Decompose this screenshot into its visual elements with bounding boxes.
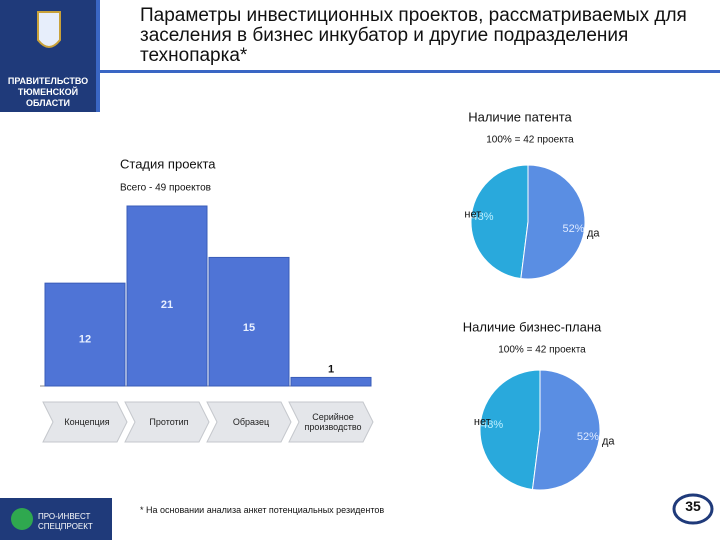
value-label: 15	[243, 322, 255, 334]
divider	[96, 0, 100, 112]
bar	[126, 205, 208, 387]
chart-title: Наличие патента	[468, 109, 572, 124]
x-tick-label: Прототип	[149, 417, 189, 427]
bar	[44, 282, 126, 387]
value-label: 12	[79, 334, 91, 346]
chart-subtitle: 100% = 42 проекта	[498, 345, 586, 356]
value-label: 21	[161, 299, 173, 311]
category-label: да	[587, 227, 600, 239]
divider	[100, 70, 720, 73]
stage-chevron	[206, 401, 292, 443]
stage-chevron	[288, 401, 374, 443]
footnote: * На основании анализа анкет потенциальн…	[140, 505, 385, 515]
pie-slice	[531, 369, 601, 491]
x-tick-label: Образец	[232, 417, 270, 427]
category-label: нет	[474, 416, 491, 428]
logo-icon	[11, 508, 33, 530]
bar	[290, 376, 372, 387]
org-name: ПРАВИТЕЛЬСТВО ТЮМЕНСКОЙ ОБЛАСТИ	[7, 76, 89, 108]
stage-chevron	[42, 401, 128, 443]
bar	[208, 256, 290, 387]
category-label: да	[602, 436, 615, 448]
chart-title: Стадия проекта	[120, 156, 216, 171]
value-label: 52%	[577, 431, 599, 443]
chart-subtitle: 100% = 42 проекта	[486, 135, 574, 146]
page-badge	[672, 493, 714, 525]
category-label: нет	[464, 208, 481, 220]
value-label: 48%	[471, 211, 493, 223]
chart-title: Наличие бизнес-плана	[463, 319, 602, 334]
slide-title: Параметры инвестиционных проектов, рассм…	[140, 5, 687, 66]
pie-slice	[520, 164, 586, 280]
logo-text: ПРО-ИНВЕСТ СПЕЦПРОЕКТ	[38, 512, 93, 531]
x-tick-label: Серийное производство	[304, 412, 362, 432]
stage-chevron	[124, 401, 210, 443]
value-label: 52%	[562, 223, 584, 235]
page-number: 35	[685, 498, 701, 514]
pie-slice	[479, 369, 541, 491]
emblem	[37, 11, 61, 48]
chart-subtitle: Всего - 49 проектов	[120, 183, 211, 194]
value-label: 1	[328, 363, 334, 375]
value-label: 48%	[481, 419, 503, 431]
pie-slice	[470, 164, 529, 280]
x-tick-label: Концепция	[64, 417, 110, 427]
